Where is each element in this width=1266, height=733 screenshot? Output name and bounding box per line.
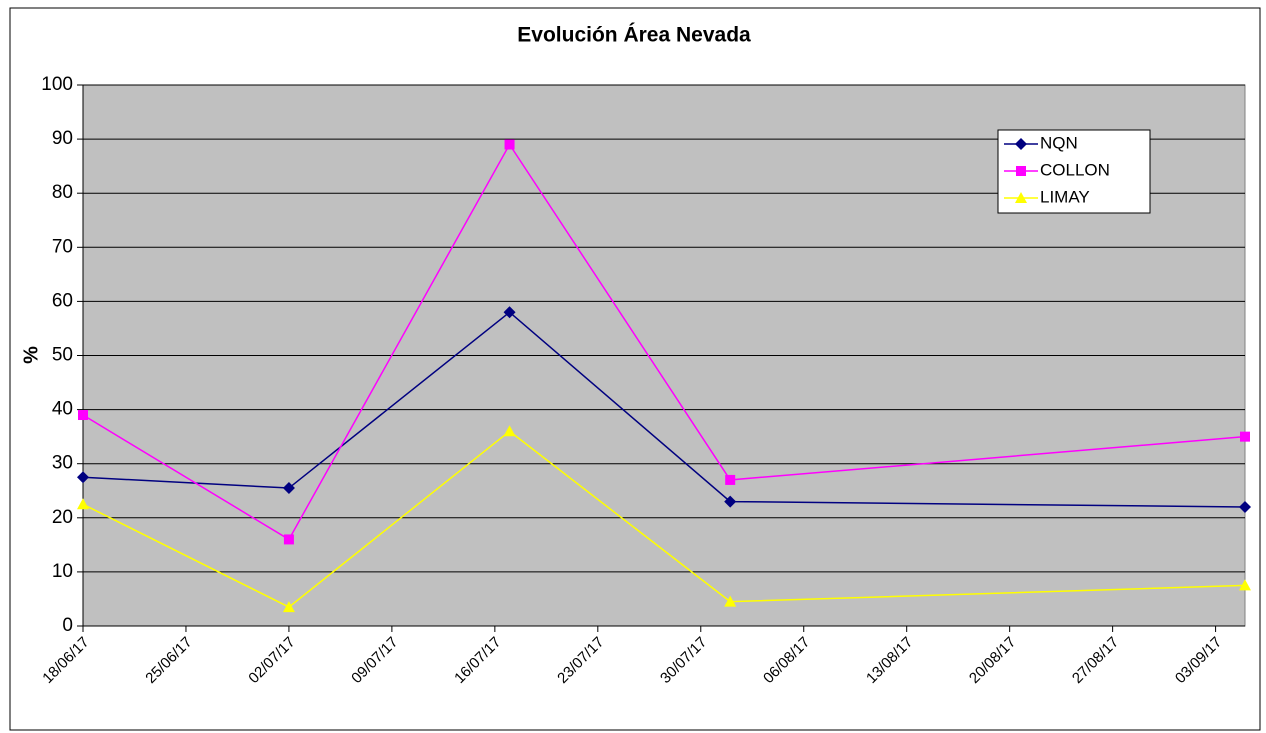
marker	[1016, 166, 1026, 176]
marker	[283, 534, 294, 545]
marker	[724, 595, 737, 607]
y-tick-label: 100	[41, 74, 73, 95]
y-tick-label: 50	[52, 345, 73, 366]
y-axis-label: %	[20, 346, 42, 364]
marker	[504, 139, 515, 150]
marker	[282, 601, 295, 613]
y-tick-label: 90	[52, 128, 73, 149]
y-tick-label: 0	[62, 615, 73, 636]
marker	[78, 410, 88, 421]
marker	[1239, 500, 1251, 513]
marker	[1240, 431, 1250, 442]
legend-label: LIMAY	[1040, 187, 1090, 206]
legend-label: COLLON	[1040, 160, 1110, 179]
y-tick-label: 40	[52, 399, 73, 420]
y-tick-label: 80	[52, 182, 73, 203]
chart-title: Evolución Área Nevada	[517, 24, 751, 47]
marker	[503, 425, 516, 437]
marker	[725, 474, 736, 485]
y-tick-label: 30	[52, 453, 73, 474]
y-tick-label: 10	[52, 561, 73, 582]
marker	[1239, 579, 1251, 591]
y-tick-label: 70	[52, 236, 73, 257]
marker	[503, 306, 516, 319]
marker	[1015, 138, 1027, 150]
y-tick-label: 20	[52, 507, 73, 528]
marker	[724, 495, 737, 508]
legend-label: NQN	[1040, 133, 1078, 152]
marker	[1015, 192, 1027, 203]
marker	[77, 498, 89, 510]
y-tick-label: 60	[52, 290, 73, 311]
marker	[282, 482, 295, 495]
marker	[77, 471, 89, 484]
